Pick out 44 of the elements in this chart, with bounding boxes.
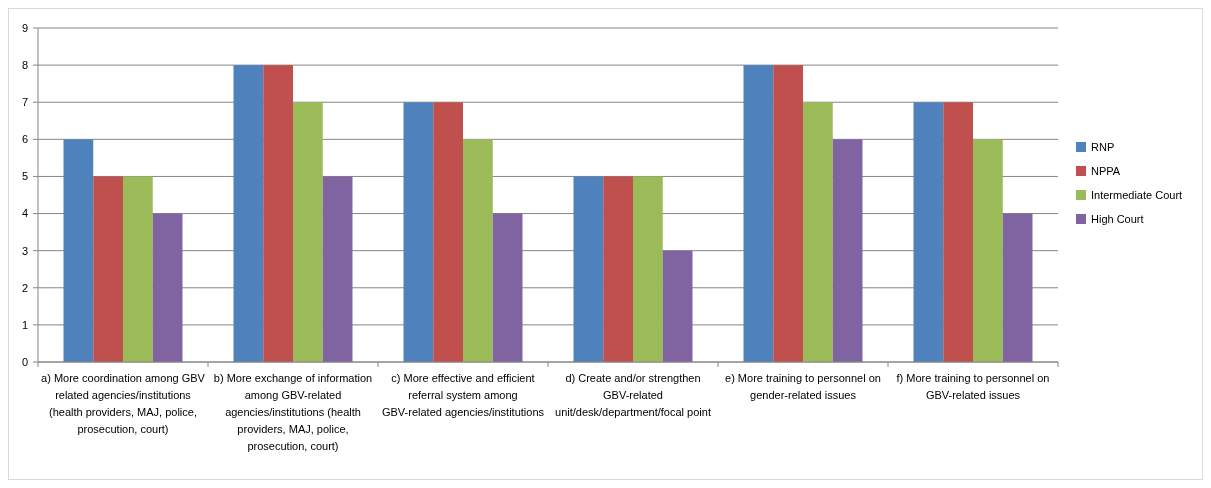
x-tick-label: e) More training to personnel on gender-related issues [725, 372, 881, 401]
bar [832, 139, 863, 362]
y-tick-label: 7 [21, 96, 28, 109]
bar [662, 250, 693, 362]
x-tick-label: f) More training to personnel on GBV-related issues [896, 372, 1050, 401]
legend-label: NPPA [1091, 164, 1121, 177]
bar [573, 176, 604, 362]
y-tick-label: 2 [21, 281, 28, 294]
bar [263, 65, 293, 362]
bar [1002, 213, 1033, 362]
y-tick-label: 6 [21, 133, 28, 146]
bar [322, 176, 353, 362]
y-tick-label: 0 [21, 355, 28, 368]
y-tick-label: 3 [21, 244, 28, 257]
bar [433, 102, 463, 362]
bar [63, 139, 94, 362]
bar [293, 102, 323, 362]
bar [973, 139, 1003, 362]
bar [463, 139, 493, 362]
bar [803, 102, 833, 362]
y-tick-label: 4 [21, 207, 28, 220]
bar [943, 102, 973, 362]
y-tick-label: 8 [21, 58, 28, 71]
x-tick-label: a) More coordination among GBV related agencies/institutions (health providers, MAJ, police, prosecution, court) [41, 372, 206, 435]
bar [93, 176, 123, 362]
legend-label: High Court [1091, 212, 1144, 225]
bar [773, 65, 803, 362]
bar [123, 176, 153, 362]
x-tick-label: b) More exchange of information among GBV-related agencies/institutions (health providers, MAJ, police, prosecution, court) [213, 372, 373, 452]
bar [152, 213, 183, 362]
bar [743, 65, 774, 362]
legend-label: Intermediate Court [1091, 188, 1183, 201]
bar [492, 213, 523, 362]
legend-label: RNP [1091, 140, 1115, 153]
x-tick-label: c) More effective and efficient referral system among GBV-related agencies/institutions [381, 372, 545, 418]
x-tick-label: d) Create and/or strengthen GBV-related unit/desk/department/focal point [555, 372, 711, 418]
bar [913, 102, 944, 362]
bar [233, 65, 264, 362]
bar [603, 176, 633, 362]
y-tick-label: 5 [21, 170, 28, 183]
y-tick-label: 1 [21, 318, 28, 331]
bar [403, 102, 434, 362]
bar [633, 176, 663, 362]
y-tick-label: 9 [21, 21, 28, 34]
